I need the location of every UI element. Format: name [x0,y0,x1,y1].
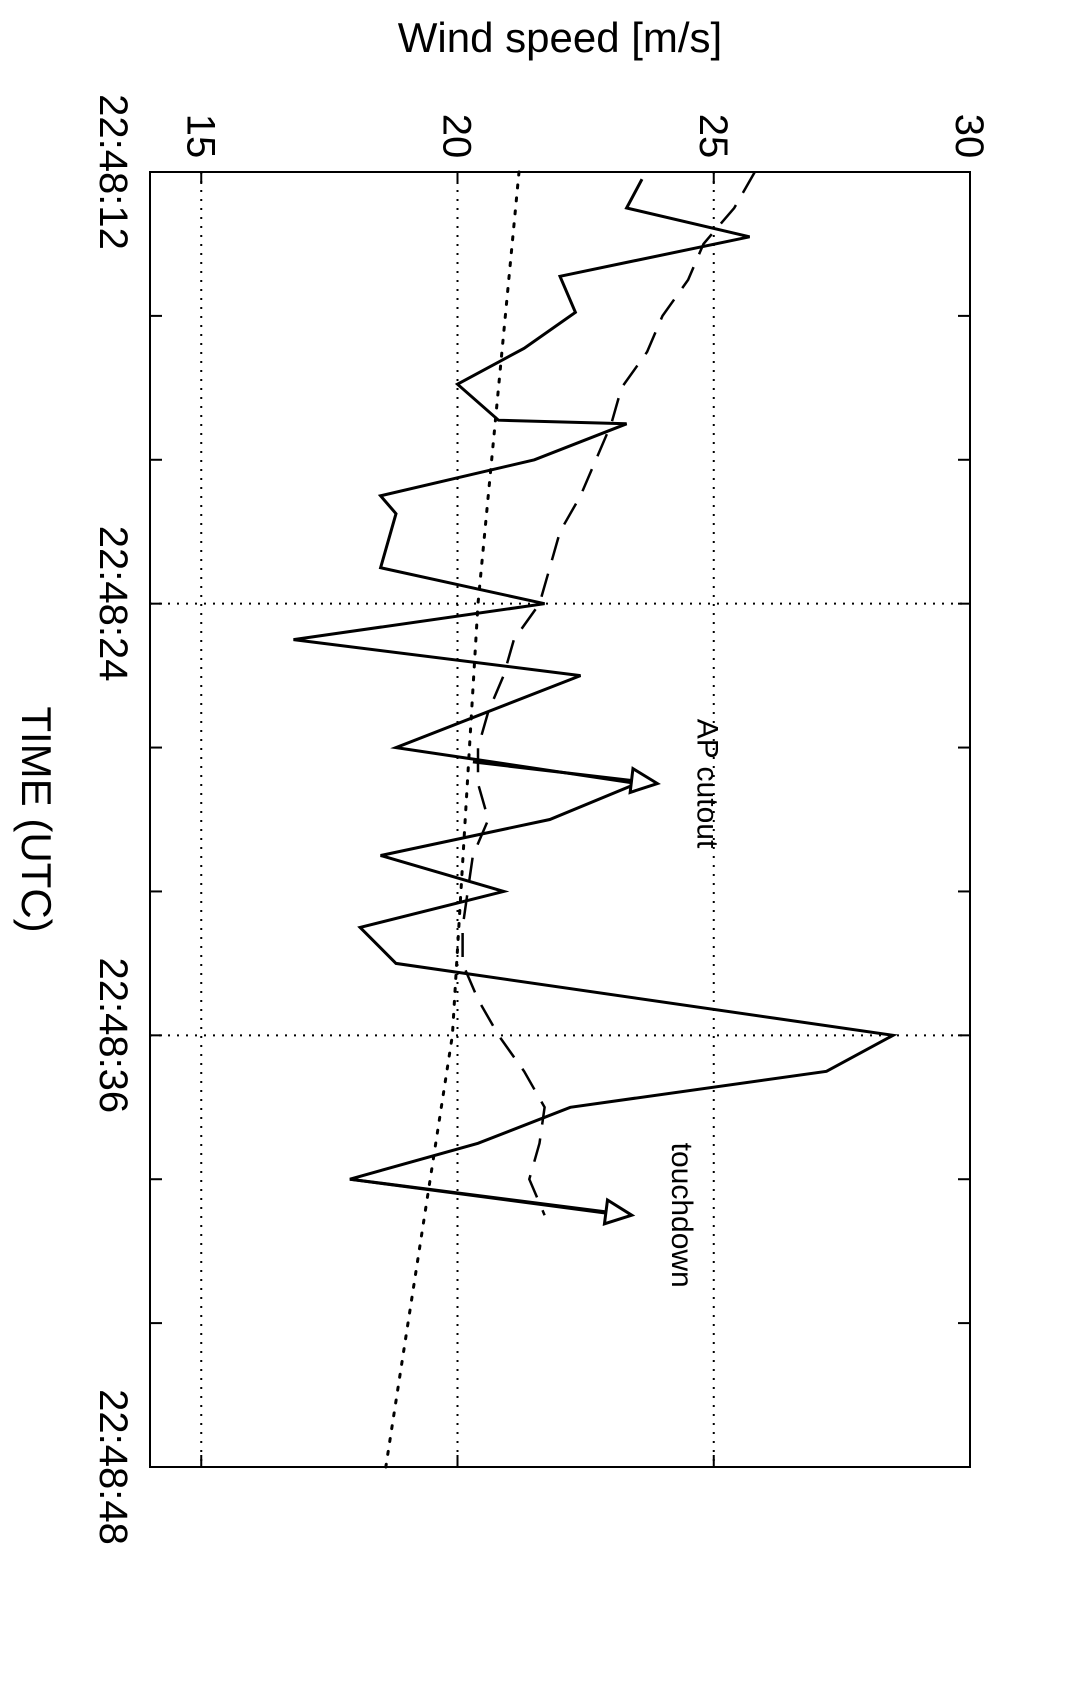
speed-tick-label-25: 25 [691,114,735,159]
annotation-label-1: touchdown [665,1143,698,1288]
annotation-arrow-shaft-0 [472,760,632,782]
grid-layer [150,172,970,1467]
label-layer: 22:48:12 22:48:24 22:48:36 22:48:48 15 20 25 30… [13,14,991,1545]
series-layer [293,170,898,1469]
time-tick-label-36: 22:48:48 [91,1389,135,1545]
annotation-layer: AP cutout touchdown [349,719,723,1288]
series-line-dotted [384,170,521,1469]
time-tick-label-12: 22:48:24 [91,526,135,682]
series-line-dashed [461,171,756,1216]
time-tick-label-0: 22:48:12 [91,94,135,250]
tick-layer [150,171,971,1468]
annotation-label-0: AP cutout [690,719,723,849]
time-tick-label-24: 22:48:36 [91,957,135,1113]
annotation-arrow-shaft-1 [349,1177,607,1214]
series-line-solid [293,178,898,1217]
plot-frame [149,171,971,1468]
x-axis-title: TIME (UTC) [13,706,60,932]
y-axis-title: Wind speed [m/s] [398,14,722,61]
annotation-arrow-head-1 [602,1197,636,1226]
speed-tick-label-20: 20 [435,114,479,159]
speed-tick-label-15: 15 [178,114,222,159]
speed-tick-label-30: 30 [947,114,991,159]
annotation-arrow-head-0 [628,766,661,795]
